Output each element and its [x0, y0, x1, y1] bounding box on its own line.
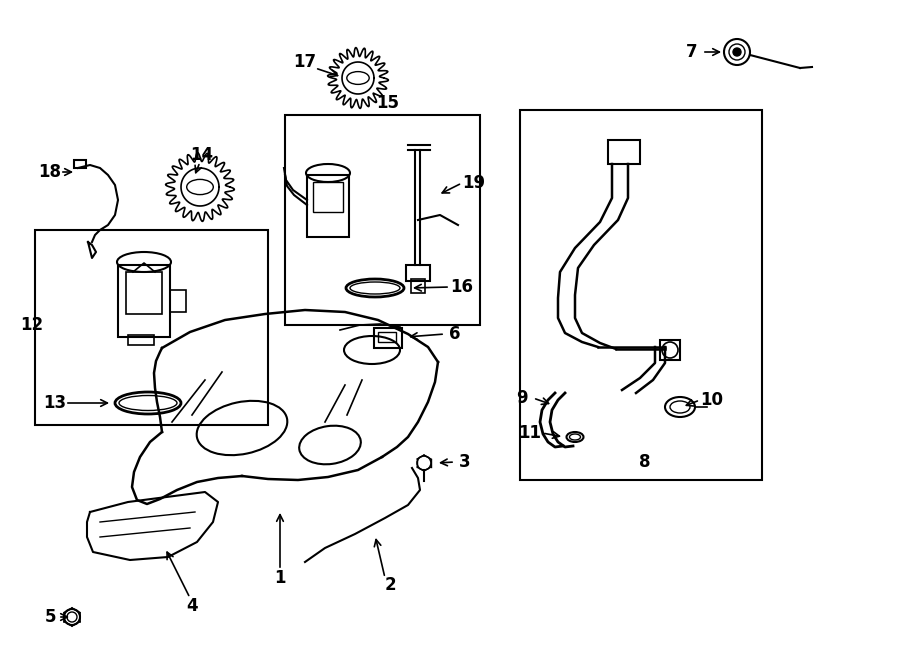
Bar	[313, 182, 343, 212]
Bar	[170, 290, 186, 312]
Bar	[374, 328, 402, 348]
Bar	[118, 265, 170, 337]
Bar	[307, 175, 349, 237]
Bar	[285, 115, 480, 325]
Circle shape	[733, 48, 741, 56]
Text: 1: 1	[274, 569, 286, 587]
Text: 4: 4	[186, 597, 198, 615]
Bar	[660, 340, 680, 360]
Text: 9: 9	[517, 389, 527, 407]
Bar	[406, 265, 430, 281]
Text: 19: 19	[463, 174, 486, 192]
Bar	[128, 335, 154, 345]
Text: 14: 14	[191, 146, 213, 164]
Text: 13: 13	[43, 394, 67, 412]
Text: 8: 8	[639, 453, 651, 471]
Bar	[35, 230, 268, 425]
Bar	[378, 332, 396, 342]
Text: 5: 5	[44, 608, 56, 626]
Text: 18: 18	[39, 163, 61, 181]
Bar	[608, 140, 640, 164]
Text: 7: 7	[686, 43, 698, 61]
Text: 3: 3	[459, 453, 471, 471]
Text: 11: 11	[518, 424, 542, 442]
Bar	[520, 110, 762, 480]
Text: 6: 6	[449, 325, 461, 343]
Text: 2: 2	[384, 576, 396, 594]
Text: 16: 16	[451, 278, 473, 296]
Text: 12: 12	[21, 316, 43, 334]
Bar	[126, 272, 162, 314]
Text: 15: 15	[376, 94, 400, 112]
Text: 10: 10	[700, 391, 724, 409]
Text: 17: 17	[293, 53, 317, 71]
Bar	[411, 279, 425, 293]
Bar	[74, 160, 86, 168]
